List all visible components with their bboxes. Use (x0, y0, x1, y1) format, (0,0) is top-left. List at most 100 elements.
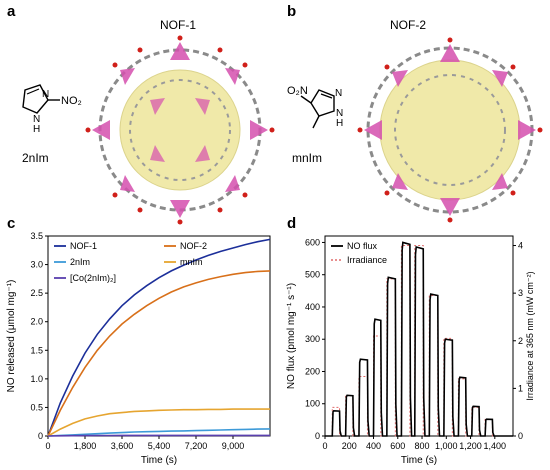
y-tick-label: 100 (305, 399, 320, 409)
x-tick-label: 0 (45, 441, 50, 451)
y-tick-label: 400 (305, 302, 320, 312)
co-tetrahedron (492, 173, 508, 190)
chart-no-flux: 0 100 200 300 400 500 600 0 1 2 3 4 0 200 400 600 800 1,0… (286, 235, 535, 466)
x-tick-label: 3,600 (111, 441, 134, 451)
co-tetrahedron (518, 120, 536, 140)
co-tetrahedron (195, 98, 210, 115)
y-tick-label: 3.0 (30, 260, 43, 270)
y-tick-label: 600 (305, 237, 320, 247)
panel-letter-d: d (287, 215, 297, 232)
y-tick-label: 2.5 (30, 288, 43, 298)
legend-label: mnIm (180, 257, 203, 267)
x-tick-label: 1,800 (74, 441, 97, 451)
series-line-2nim (47, 428, 271, 437)
series-line-mnim (47, 408, 270, 437)
x-tick-label: 1,200 (459, 441, 482, 451)
nof1-tetrahedra (92, 42, 268, 218)
ring-double-bond (26, 88, 40, 95)
legend-label: 2nIm (70, 257, 90, 267)
chart-no-released: 0 0.5 1.0 1.5 2.0 2.5 3.0 3.5 0 1,800 3,600 5,400 7,… (6, 231, 271, 466)
y-tick-label: 200 (305, 366, 320, 376)
x-tick-label: 400 (366, 441, 381, 451)
legend-label: NO flux (347, 241, 378, 251)
ligand-substituent: O₂N (287, 85, 308, 97)
ring-double-bond (320, 93, 333, 99)
ligand-mnim-label: mnIm (292, 151, 322, 165)
y-tick-label: 0 (315, 431, 320, 441)
nof1-title: NOF-1 (160, 18, 196, 32)
y-right-axis-label: Irradiance at 365 nm (mW cm⁻²) (525, 271, 535, 400)
co-tetrahedron (150, 145, 165, 162)
co-tetrahedron (392, 173, 408, 190)
co-tetrahedron (120, 68, 135, 85)
nof2-structure (357, 37, 543, 223)
imidazole-ring (310, 89, 335, 117)
x-tick-label: 800 (415, 441, 430, 451)
series-line-no-flux (325, 241, 513, 437)
legend-label: Irradiance (347, 255, 387, 265)
co-tetrahedron (250, 120, 268, 140)
co-tetrahedron (195, 145, 210, 162)
co-tetrahedron (225, 175, 240, 192)
co-tetrahedron (170, 42, 190, 60)
x-tick-label: 7,200 (185, 441, 208, 451)
ring-nitrogen-label: N (335, 88, 342, 99)
ring-nitrogen-label: N (42, 89, 49, 100)
legend-label: NOF-1 (70, 241, 97, 251)
y-tick-label: 500 (305, 270, 320, 280)
nof2-tetrahedra (364, 44, 536, 216)
series-line-nof1 (47, 238, 271, 437)
series-line-nof2 (47, 270, 271, 437)
plot-frame (324, 235, 514, 437)
co-tetrahedron (364, 120, 382, 140)
y-tick-label: 1.5 (30, 345, 43, 355)
nof1-structure (85, 35, 275, 225)
x-axis-label: Time (s) (141, 455, 177, 466)
nof1-cavity-sphere (119, 69, 241, 191)
nof1-oxygen-atoms (85, 35, 275, 225)
x-tick-label: 600 (390, 441, 405, 451)
panel-letter-b: b (287, 3, 297, 20)
legend-label: NOF-2 (180, 241, 207, 251)
y-tick-label: 3.5 (30, 231, 43, 241)
ligand-substituent: NO₂ (61, 95, 82, 107)
y-right-tick-label: 1 (518, 383, 523, 393)
substituent-bond (300, 95, 312, 104)
co-tetrahedron (392, 70, 408, 87)
legend-label: [Co(2nIm)₂] (70, 273, 116, 283)
ligand-2nim-label: 2nIm (22, 151, 49, 165)
nof1-framework-ring-inner (129, 79, 231, 181)
methyl-bond (312, 115, 320, 129)
y-tick-label: 2.0 (30, 317, 43, 327)
y-axis-label: NO released (μmol mg⁻¹) (6, 280, 17, 393)
y-axis-label: NO flux (pmol mg⁻¹ s⁻¹) (286, 283, 297, 389)
co-tetrahedron (150, 98, 165, 115)
x-tick-label: 1,000 (435, 441, 458, 451)
panel-letter-a: a (7, 3, 16, 20)
y-tick-label: 0 (38, 431, 43, 441)
co-tetrahedron (492, 70, 508, 87)
co-tetrahedron (120, 175, 135, 192)
x-tick-label: 1,400 (484, 441, 507, 451)
nof2-framework-ring-inner (394, 74, 506, 186)
y-right-tick-label: 3 (518, 288, 523, 298)
y-right-tick-label: 4 (518, 241, 523, 251)
co-tetrahedron (170, 200, 190, 218)
y-tick-label: 0.5 (30, 402, 43, 412)
nof2-oxygen-atoms (357, 37, 543, 223)
co-tetrahedron (440, 44, 460, 62)
imidazole-ring (22, 84, 49, 114)
co-tetrahedron (225, 68, 240, 85)
y-tick-label: 300 (305, 334, 320, 344)
y-right-tick-label: 2 (518, 336, 523, 346)
series-line-co2nim (47, 434, 270, 437)
y-tick-label: 1.0 (30, 374, 43, 384)
co-tetrahedron (92, 120, 110, 140)
panel-letter-c: c (7, 215, 16, 232)
nof2-title: NOF-2 (390, 18, 426, 32)
x-tick-label: 0 (322, 441, 327, 451)
x-tick-label: 5,400 (148, 441, 171, 451)
